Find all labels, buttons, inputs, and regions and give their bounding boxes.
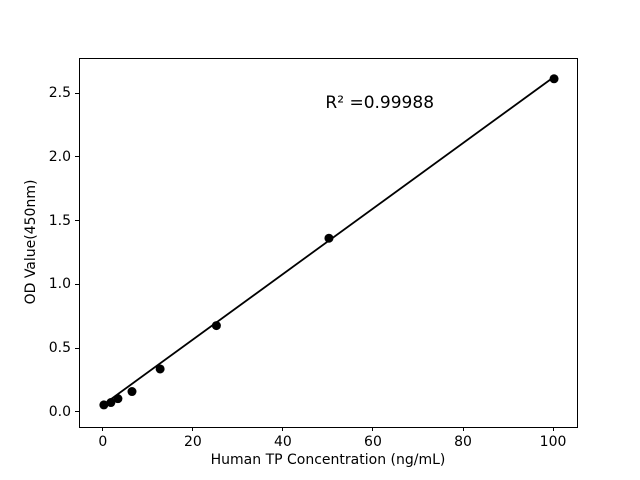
y-tick-mark <box>75 347 79 349</box>
y-tick-label: 2.0 <box>48 148 71 165</box>
data-point <box>324 233 334 243</box>
data-point <box>549 74 559 84</box>
y-tick-label: 1.5 <box>48 212 71 229</box>
x-tick-label: 40 <box>274 434 292 450</box>
data-point <box>99 400 109 410</box>
x-tick-label: 100 <box>539 434 567 450</box>
x-tick-label: 20 <box>183 434 202 450</box>
plot-canvas <box>99 74 559 410</box>
data-point <box>155 364 165 374</box>
data-point <box>113 394 123 404</box>
x-tick-mark <box>462 427 464 431</box>
x-tick-mark <box>102 427 104 431</box>
y-tick-mark <box>75 411 79 413</box>
y-tick-mark <box>75 283 79 285</box>
data-point <box>106 398 116 408</box>
r-squared-annotation: R² =0.99988 <box>325 93 435 114</box>
y-tick-mark <box>75 220 79 222</box>
x-tick-mark <box>372 427 374 431</box>
y-tick-mark <box>75 156 79 158</box>
x-tick-mark <box>282 427 284 431</box>
x-tick-label: 80 <box>454 434 472 450</box>
y-tick-label: 0.5 <box>48 340 71 357</box>
plot-area <box>79 58 578 428</box>
data-point <box>127 387 137 397</box>
x-axis-label: Human TP Concentration (ng/mL) <box>210 452 446 468</box>
x-tick-mark <box>552 427 554 431</box>
data-point <box>211 321 221 331</box>
x-tick-mark <box>192 427 194 431</box>
y-tick-mark <box>75 92 79 94</box>
x-tick-label: 0 <box>98 434 108 450</box>
y-tick-label: 1.0 <box>48 276 71 293</box>
y-tick-label: 0.0 <box>48 403 71 420</box>
y-tick-label: 2.5 <box>48 85 71 102</box>
x-tick-label: 60 <box>364 434 382 450</box>
